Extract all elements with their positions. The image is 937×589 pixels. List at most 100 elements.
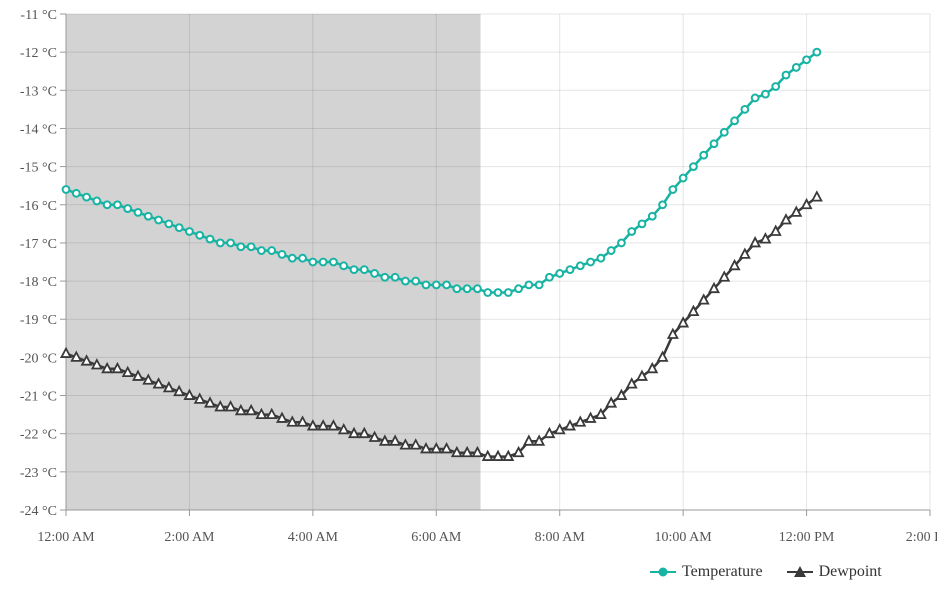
temperature-point[interactable] (545, 272, 554, 282)
dewpoint-point[interactable] (80, 354, 93, 366)
legend-item-dewpoint[interactable]: Dewpoint (786, 563, 882, 581)
temperature-point[interactable] (349, 265, 359, 275)
temperature-point[interactable] (380, 272, 390, 282)
dewpoint-point[interactable] (512, 445, 525, 458)
dewpoint-point[interactable] (70, 350, 83, 362)
temperature-point[interactable] (174, 223, 184, 233)
dewpoint-point[interactable] (615, 388, 628, 400)
temperature-point[interactable] (483, 288, 493, 297)
dewpoint-point[interactable] (564, 419, 576, 431)
dewpoint-point[interactable] (90, 358, 103, 370)
temperature-point[interactable] (390, 272, 400, 282)
dewpoint-point[interactable] (666, 327, 679, 339)
temperature-point[interactable] (421, 280, 431, 290)
temperature-point[interactable] (143, 211, 153, 221)
dewpoint-point[interactable] (255, 407, 268, 420)
temperature-point[interactable] (133, 208, 143, 217)
temperature-point[interactable] (524, 280, 534, 290)
dewpoint-point[interactable] (60, 346, 72, 358)
temperature-point[interactable] (637, 219, 647, 229)
dewpoint-point[interactable] (368, 430, 381, 442)
dewpoint-point[interactable] (810, 190, 823, 202)
dewpoint-point[interactable] (492, 449, 504, 461)
dewpoint-point[interactable] (708, 281, 720, 294)
dewpoint-point[interactable] (306, 419, 319, 431)
temperature-point[interactable] (277, 249, 287, 259)
temperature-point[interactable] (359, 265, 369, 275)
temperature-point[interactable] (493, 288, 503, 297)
dewpoint-point[interactable] (173, 384, 186, 397)
temperature-point[interactable] (740, 104, 750, 114)
temperature-point[interactable] (102, 200, 112, 210)
dewpoint-point[interactable] (296, 415, 309, 427)
dewpoint-point[interactable] (481, 449, 494, 461)
temperature-point[interactable] (401, 276, 410, 286)
dewpoint-point[interactable] (430, 442, 443, 454)
temperature-point[interactable] (709, 139, 719, 149)
temperature-point[interactable] (205, 234, 215, 244)
temperature-point[interactable] (287, 253, 297, 263)
dewpoint-point[interactable] (348, 426, 360, 439)
dewpoint-point[interactable] (584, 411, 597, 423)
dewpoint-point[interactable] (327, 419, 340, 431)
dewpoint-point[interactable] (553, 422, 566, 435)
dewpoint-point[interactable] (738, 247, 751, 259)
dewpoint-point[interactable] (543, 426, 556, 439)
dewpoint-point[interactable] (625, 377, 638, 389)
dewpoint-point[interactable] (646, 361, 659, 374)
dewpoint-point[interactable] (101, 361, 114, 374)
dewpoint-point[interactable] (193, 392, 206, 404)
dewpoint-point[interactable] (204, 396, 216, 408)
dewpoint-point[interactable] (461, 445, 474, 458)
temperature-point[interactable] (627, 227, 637, 236)
temperature-point[interactable] (771, 82, 781, 91)
dewpoint-point[interactable] (759, 232, 772, 244)
temperature-point[interactable] (185, 227, 194, 236)
temperature-point[interactable] (503, 288, 513, 297)
temperature-point[interactable] (575, 261, 585, 271)
dewpoint-point[interactable] (502, 449, 515, 461)
temperature-point[interactable] (61, 185, 71, 194)
dewpoint-point[interactable] (533, 434, 546, 446)
temperature-point[interactable] (719, 127, 729, 137)
temperature-point[interactable] (534, 280, 544, 290)
temperature-point[interactable] (678, 173, 688, 183)
dewpoint-point[interactable] (234, 403, 247, 416)
temperature-point[interactable] (164, 219, 174, 229)
dewpoint-point[interactable] (409, 438, 422, 450)
dewpoint-point[interactable] (183, 388, 196, 400)
temperature-point[interactable] (730, 116, 739, 126)
dewpoint-point[interactable] (265, 407, 278, 420)
temperature-point[interactable] (71, 188, 81, 198)
dewpoint-point[interactable] (162, 380, 175, 393)
dewpoint-point[interactable] (594, 407, 607, 420)
temperature-point[interactable] (606, 246, 616, 255)
dewpoint-point[interactable] (687, 304, 700, 317)
temperature-point[interactable] (370, 269, 379, 278)
dewpoint-point[interactable] (780, 213, 792, 225)
dewpoint-point[interactable] (471, 445, 484, 458)
temperature-point[interactable] (647, 211, 657, 221)
temperature-point[interactable] (123, 204, 133, 213)
temperature-point[interactable] (411, 276, 421, 286)
dewpoint-point[interactable] (337, 422, 350, 435)
temperature-point[interactable] (431, 280, 441, 290)
temperature-point[interactable] (215, 238, 225, 248)
dewpoint-point[interactable] (286, 415, 299, 427)
dewpoint-point[interactable] (111, 361, 124, 374)
dewpoint-point[interactable] (522, 434, 535, 446)
temperature-point[interactable] (462, 284, 472, 294)
temperature-point[interactable] (442, 280, 451, 290)
temperature-point[interactable] (791, 63, 801, 72)
temperature-point[interactable] (298, 253, 307, 263)
dewpoint-point[interactable] (440, 442, 453, 454)
dewpoint-point[interactable] (152, 377, 165, 389)
temperature-point[interactable] (452, 284, 462, 294)
temperature-point[interactable] (555, 269, 565, 278)
temperature-point[interactable] (92, 196, 102, 206)
legend-item-temperature[interactable]: Temperature (650, 563, 763, 581)
dewpoint-point[interactable] (399, 438, 412, 450)
temperature-point[interactable] (329, 257, 338, 267)
dewpoint-point[interactable] (656, 350, 669, 362)
temperature-point[interactable] (308, 257, 318, 267)
